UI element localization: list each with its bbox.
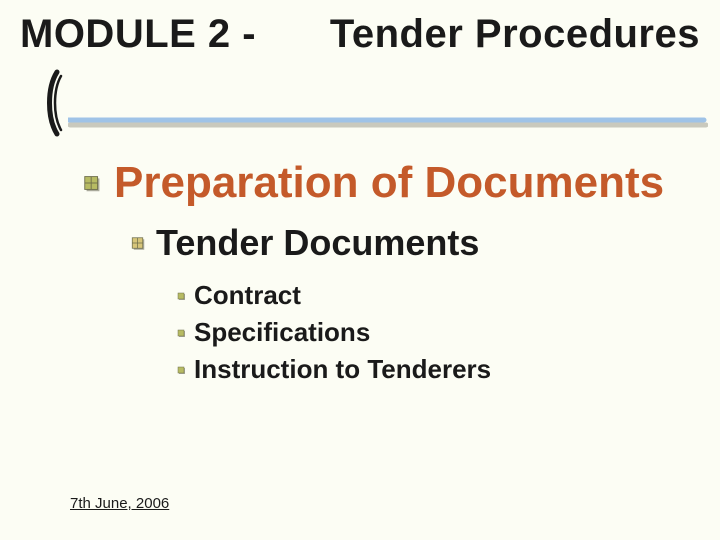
title-left: MODULE 2 - xyxy=(20,12,256,57)
outline-level3-item: Contract xyxy=(176,280,491,311)
outline-level3-item: Specifications xyxy=(176,317,491,348)
title-right: Tender Procedures xyxy=(330,12,700,57)
bullet-icon xyxy=(176,364,188,376)
outline-level3-item: Instruction to Tenderers xyxy=(176,354,491,385)
outline-level3-text: Specifications xyxy=(194,317,370,348)
outline-level1: Preparation of Documents xyxy=(82,158,664,208)
bullet-icon xyxy=(176,327,188,339)
bullet-icon xyxy=(130,234,148,252)
outline-level3-text: Instruction to Tenderers xyxy=(194,354,491,385)
outline-level2-text: Tender Documents xyxy=(156,222,479,264)
title-underline xyxy=(68,115,708,129)
outline-level1-text: Preparation of Documents xyxy=(114,158,664,208)
paren-decoration-icon xyxy=(38,68,68,138)
slide-title: MODULE 2 - Tender Procedures xyxy=(20,12,700,57)
bullet-icon xyxy=(176,290,188,302)
bullet-icon xyxy=(82,172,104,194)
outline-level3-group: Contract Specifications Instruction to T… xyxy=(176,280,491,385)
footer-date: 7th June, 2006 xyxy=(70,495,169,512)
outline-level2: Tender Documents xyxy=(130,222,479,264)
outline-level3-text: Contract xyxy=(194,280,301,311)
